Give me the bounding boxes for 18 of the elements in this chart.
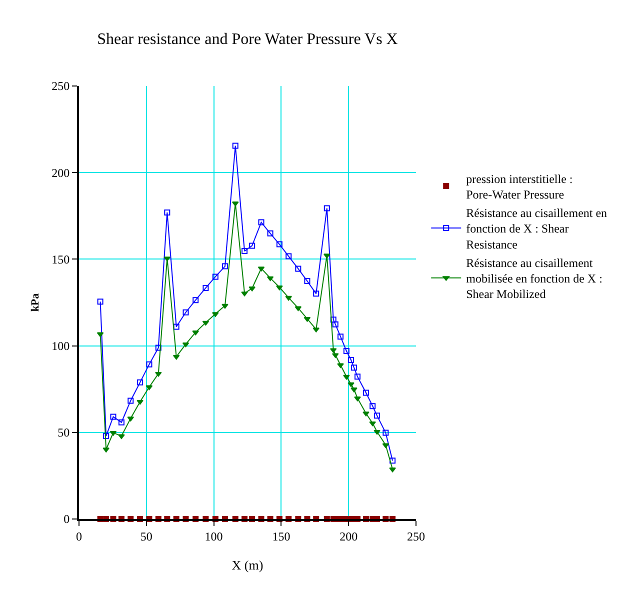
y-tick-label: 50 xyxy=(58,426,70,440)
chart-title: Shear resistance and Pore Water Pressure Vs X xyxy=(97,31,398,48)
x-tick-label: 100 xyxy=(204,529,223,544)
y-tick-label: 100 xyxy=(52,339,70,353)
x-tick-label: 0 xyxy=(76,529,82,544)
legend-label: Résistance au cisaillement en fonction de X : Shear Resistance xyxy=(466,206,608,252)
x-tick-label: 50 xyxy=(140,529,152,544)
y-tick-label: 250 xyxy=(52,79,70,94)
x-tick-label: 250 xyxy=(407,529,425,544)
x-tick-label: 200 xyxy=(340,529,358,544)
y-tick-label: 200 xyxy=(52,166,70,180)
y-tick-label: 0 xyxy=(64,512,70,526)
y-tick-label: 150 xyxy=(52,252,70,266)
y-axis-title: kPa xyxy=(30,292,42,312)
x-axis-title: X (m) xyxy=(232,558,264,572)
legend-label: pression interstitielle : Pore-Water Pressure xyxy=(466,172,573,202)
legend-label: Résistance au cisaillement mobilisée en fonction de X : Shear Mobilized xyxy=(466,256,602,302)
x-tick-label: 150 xyxy=(272,529,290,544)
